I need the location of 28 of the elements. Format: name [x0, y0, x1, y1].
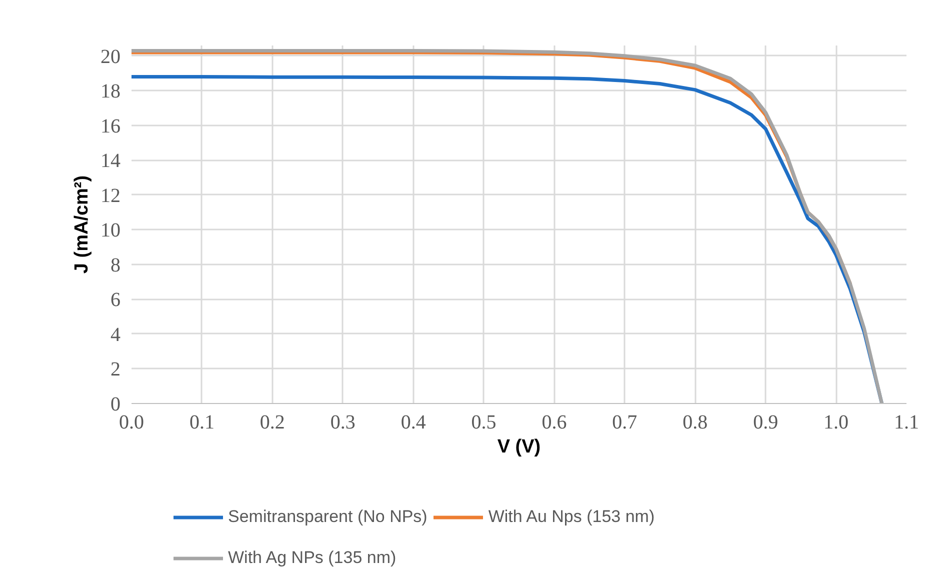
- y-tick-label: 10: [100, 220, 120, 242]
- x-tick-label: 0.7: [612, 412, 638, 434]
- legend-label: With Ag NPs (135 nm): [228, 548, 396, 568]
- x-tick-label: 0.5: [471, 412, 496, 434]
- x-axis-title: V (V): [497, 436, 541, 458]
- y-tick-label: 2: [110, 358, 120, 381]
- x-tick-label: 0.3: [330, 412, 356, 434]
- y-tick-label: 14: [100, 150, 120, 172]
- x-tick-label: 0.2: [260, 412, 285, 434]
- y-tick-label: 4: [110, 324, 120, 346]
- x-tick-label: 0.8: [682, 412, 708, 434]
- legend-label: Semitransparent (No NPs): [228, 507, 428, 527]
- y-tick-label: 6: [110, 289, 120, 312]
- x-tick-label: 1.1: [894, 412, 919, 434]
- y-tick-label: 18: [100, 80, 120, 103]
- y-tick-label: 20: [100, 46, 120, 68]
- y-tick-label: 8: [110, 254, 120, 276]
- y-tick-label: 0: [110, 394, 120, 416]
- y-axis-title: J (mA/cm²): [72, 175, 92, 274]
- y-tick-label: 12: [100, 184, 120, 207]
- x-tick-label: 1.0: [824, 412, 849, 434]
- x-tick-label: 0.4: [400, 412, 426, 434]
- x-tick-label: 0.0: [119, 412, 144, 434]
- x-tick-label: 0.6: [542, 412, 567, 434]
- x-tick-label: 0.9: [753, 412, 778, 434]
- legend-label: With Au Nps (153 nm): [488, 507, 655, 527]
- x-tick-label: 0.1: [189, 412, 214, 434]
- y-tick-label: 16: [100, 115, 120, 138]
